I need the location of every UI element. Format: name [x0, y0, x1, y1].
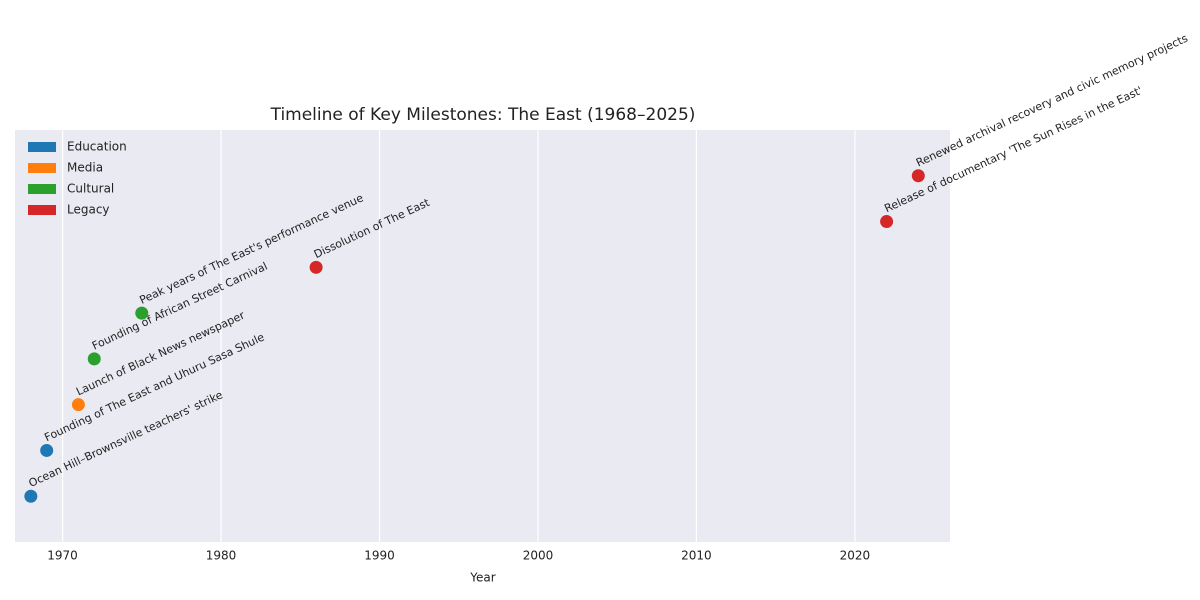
- legend-label: Education: [67, 140, 127, 154]
- point: [87, 352, 101, 366]
- x-tick-label: 1990: [364, 549, 395, 563]
- x-tick-label: 1980: [206, 549, 237, 563]
- chart-title: Timeline of Key Milestones: The East (19…: [270, 105, 696, 125]
- point: [135, 306, 149, 320]
- point: [880, 215, 894, 229]
- point: [71, 398, 85, 412]
- legend-swatch: [28, 142, 56, 152]
- legend-swatch: [28, 184, 56, 194]
- legend-label: Cultural: [67, 182, 114, 196]
- legend-swatch: [28, 163, 56, 173]
- legend-label: Media: [67, 161, 103, 175]
- legend-swatch: [28, 205, 56, 215]
- point: [911, 169, 925, 183]
- x-tick-label: 1970: [47, 549, 78, 563]
- x-tick-label: 2010: [681, 549, 712, 563]
- point: [40, 443, 54, 457]
- plot-area: [15, 130, 950, 542]
- legend-label: Legacy: [67, 203, 110, 217]
- x-tick-label: 2000: [523, 549, 554, 563]
- x-tick-label: 2020: [840, 549, 871, 563]
- point: [309, 260, 323, 274]
- annotation: Renewed archival recovery and civic memo…: [914, 32, 1190, 170]
- x-axis-label: Year: [469, 571, 495, 585]
- point: [24, 489, 38, 503]
